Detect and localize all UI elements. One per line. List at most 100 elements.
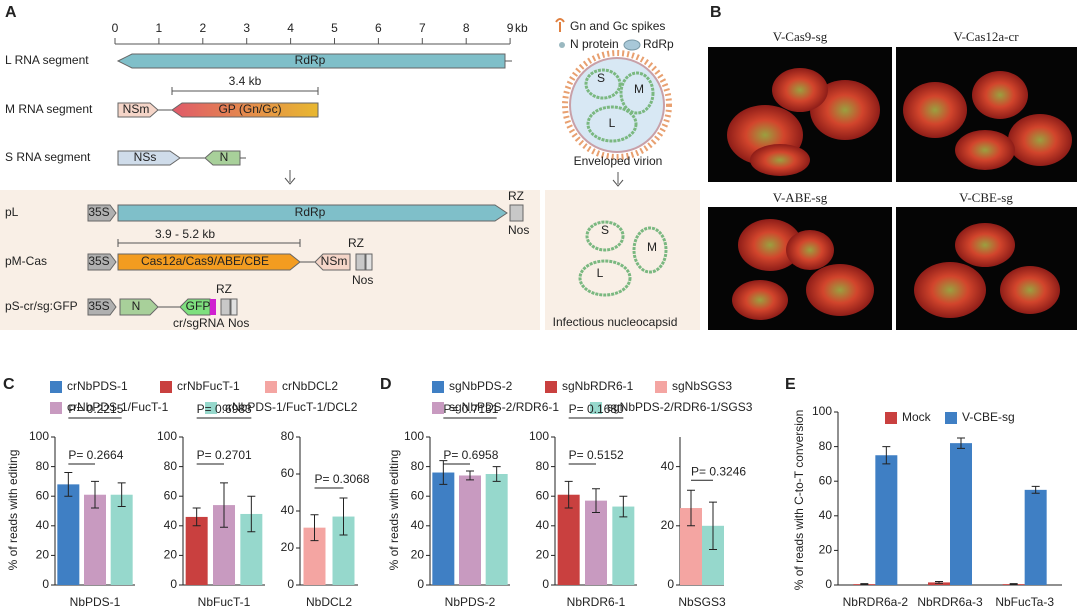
guide-rna [210,299,216,315]
error-bar [310,514,319,542]
error-bar [882,446,891,465]
segment-name: M RNA segment [5,102,93,116]
y-tick-label: 100 [29,429,49,443]
error-bar [492,466,501,482]
plant [727,68,1072,320]
legend-text: crNbDCL2 [282,379,338,393]
photo-caption: V-Cas12a-cr [953,29,1019,44]
photo-caption: V-Cas9-sg [773,29,828,44]
legend-swatch [432,402,444,414]
y-tick-label: 100 [812,404,832,418]
error-bar [466,470,474,481]
scale-label: 4 [287,21,294,35]
legend-swatch [160,381,172,393]
part-label: GFP [186,299,211,313]
gene-box [117,204,508,222]
scale-label: 6 [375,21,382,35]
p-value: P= 0.5152 [569,448,624,462]
p-value: P= 0.1680 [569,402,624,416]
size-label: 3.4 kb [229,74,262,88]
y-tick-label: 0 [825,577,832,591]
y-tick-label: 60 [536,488,550,502]
error-bar [64,472,73,497]
y-tick-label: 20 [661,518,675,532]
legend-swatch [945,412,957,424]
y-tick-label: 80 [819,439,833,453]
legend-swatch [265,381,277,393]
legend-text: Mock [902,410,932,424]
legend-text: sgNbSGS3 [672,379,732,393]
y-tick-label: 20 [164,548,178,562]
y-tick-label: 40 [36,518,50,532]
y-tick-label: 0 [42,577,49,591]
panel-a: A kb L RNA segment RdRp M RNA segment 3.… [0,4,700,330]
y-tick-label: 40 [281,503,295,517]
gene-box [117,253,301,271]
size-bracket [171,87,319,95]
y-label: % of reads with editing [6,450,20,571]
bar [459,475,481,585]
legend-text: V-CBE-sg [962,410,1015,424]
legend-text: sgNbPDS-2 [449,379,513,393]
legend-text: crNbPDS-1/FucT-1/DCL2 [222,400,358,414]
legend-swatch [50,402,62,414]
n-protein-icon [559,42,565,48]
segment-label: L [597,266,604,280]
legend-text: sgNbRDR6-1 [562,379,634,393]
error-bar [117,482,126,508]
bar [332,516,355,585]
gene-label: GP (Gn/Gc) [218,102,281,116]
y-tick-label: 20 [281,540,295,554]
segment-label: S [601,223,609,237]
scale-label: 5 [331,21,338,35]
spikes [562,50,672,160]
gene-box [117,150,181,166]
segment [585,220,625,252]
y-tick-label: 40 [536,518,550,532]
error-bar [339,497,348,536]
gene-label: RdRp [295,53,326,67]
error-bar [439,460,448,485]
error-bar [247,495,256,533]
scale-label: 7 [419,21,426,35]
p-value: P= 0.6983 [197,402,252,416]
bar [240,513,263,585]
bar [57,484,80,585]
gene-label: NSm [123,102,150,116]
part-label: Nos [228,316,249,330]
scale-label: 1 [156,21,163,35]
x-label: NbDCL2 [306,595,352,609]
scale-label: 3 [243,21,250,35]
panel-label: D [380,376,392,393]
x-label: NbPDS-2 [445,595,496,609]
y-tick-label: 20 [819,543,833,557]
x-tick-label: NbRDR6a-3 [917,595,983,609]
p-value: P= 0.2701 [197,448,252,462]
photo [708,207,892,330]
caption: Infectious nucleocapsid [553,315,678,329]
error-bar [564,480,573,509]
y-tick-label: 20 [536,548,550,562]
panel-label: A [5,4,17,21]
legend-text: crNbPDS-1/FucT-1 [67,400,169,414]
legend-text: crNbPDS-1 [67,379,128,393]
ribozyme [220,298,231,316]
part-label: Nos [352,273,373,287]
p-value: P= 0.2215 [68,402,123,416]
y-tick-label: 60 [411,488,425,502]
y-tick-label: 0 [417,577,424,591]
part-label: 35S [88,205,109,219]
terminator [230,298,238,316]
x-label: NbPDS-1 [70,595,121,609]
bar [557,494,580,585]
legend-swatch [50,381,62,393]
gene-box [171,102,319,118]
y-tick-label: 60 [164,488,178,502]
p-value: P= 0.3068 [315,472,370,486]
y-tick-label: 20 [36,548,50,562]
segment-name: L RNA segment [5,53,89,67]
construct-name: pM-Cas [5,254,47,268]
legend-swatch [205,402,217,414]
x-tick-label: NbRDR6a-2 [843,595,909,609]
